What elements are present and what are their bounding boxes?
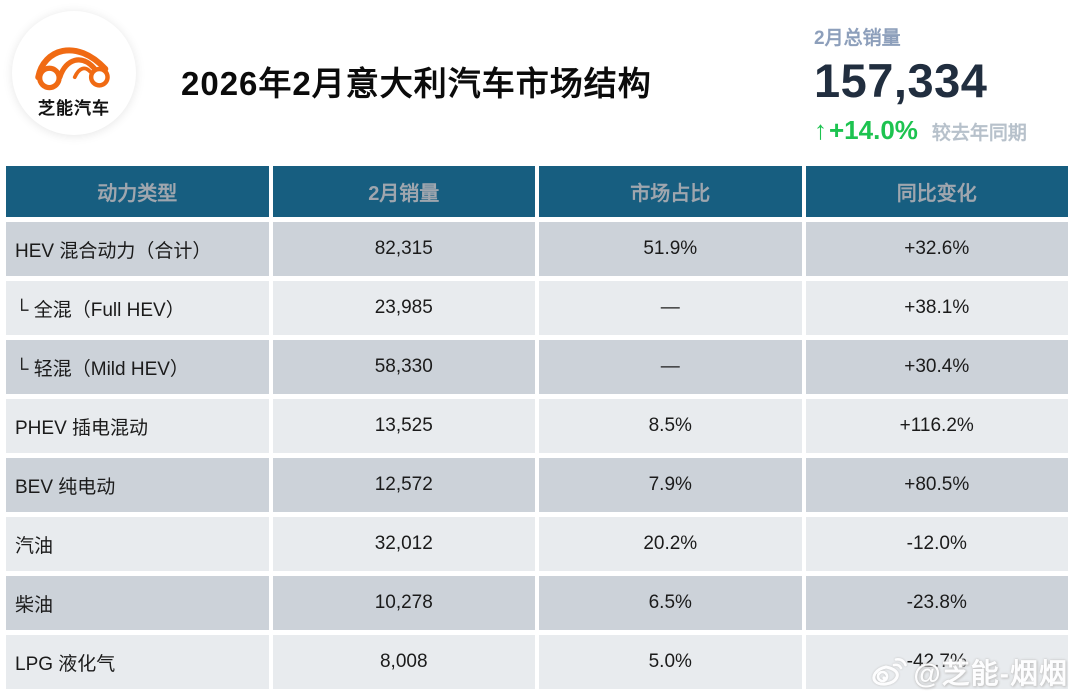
cell-yoy-change: -12.0% bbox=[805, 517, 1068, 571]
powertrain-table: 动力类型 2月销量 市场占比 同比变化 HEV 混合动力（合计） 82,315 51… bbox=[2, 161, 1072, 694]
cell-powertrain-type: 柴油 bbox=[6, 576, 269, 630]
cell-feb-sales: 58,330 bbox=[272, 340, 535, 394]
cell-powertrain-type: HEV 混合动力（合计） bbox=[6, 222, 269, 276]
cell-feb-sales: 13,525 bbox=[272, 399, 535, 453]
cell-market-share: 5.0% bbox=[539, 635, 802, 689]
table-row: LPG 液化气 8,008 5.0% -42.7% bbox=[6, 635, 1068, 689]
col-header-feb-sales: 2月销量 bbox=[272, 166, 535, 217]
cell-powertrain-type: BEV 纯电动 bbox=[6, 458, 269, 512]
cell-powertrain-type: └ 轻混（Mild HEV） bbox=[6, 340, 269, 394]
cell-yoy-change: +116.2% bbox=[805, 399, 1068, 453]
cell-market-share: 20.2% bbox=[539, 517, 802, 571]
col-header-powertrain-type: 动力类型 bbox=[6, 166, 269, 217]
cell-market-share: 7.9% bbox=[539, 458, 802, 512]
cell-yoy-change: +30.4% bbox=[805, 340, 1068, 394]
page-title: 2026年2月意大利汽车市场结构 bbox=[181, 65, 652, 102]
watermark: @芝能-烟烟 bbox=[869, 652, 1068, 692]
cell-powertrain-type: 汽油 bbox=[6, 517, 269, 571]
cell-yoy-change: -23.8% bbox=[805, 576, 1068, 630]
cell-market-share: — bbox=[539, 340, 802, 394]
table-row: └ 全混（Full HEV） 23,985— +38.1% bbox=[6, 281, 1068, 335]
cell-yoy-change: +80.5% bbox=[805, 458, 1068, 512]
cell-feb-sales: 32,012 bbox=[272, 517, 535, 571]
zhineng-logo: 芝能汽车 bbox=[12, 11, 136, 135]
cell-market-share: — bbox=[539, 281, 802, 335]
cell-yoy-change: -42.7% bbox=[805, 635, 1068, 689]
yoy-delta: ↑+14.0% bbox=[814, 115, 918, 146]
cell-market-share: 6.5% bbox=[539, 576, 802, 630]
total-sales-stat: 2月总销量 157,334 ↑+14.0% 较去年同期 bbox=[814, 23, 1027, 146]
up-arrow-icon: ↑ bbox=[814, 115, 827, 146]
table-row: HEV 混合动力（合计） 82,315 51.9% +32.6% bbox=[6, 222, 1068, 276]
table-row: BEV 纯电动 12,572 7.9% +80.5% bbox=[6, 458, 1068, 512]
delta-value: +14.0% bbox=[829, 115, 918, 146]
weibo-icon bbox=[872, 658, 908, 686]
cell-feb-sales: 10,278 bbox=[272, 576, 535, 630]
cell-feb-sales: 8,008 bbox=[272, 635, 535, 689]
car-logo-icon bbox=[35, 46, 110, 90]
col-header-yoy-change: 同比变化 bbox=[805, 166, 1068, 217]
cell-feb-sales: 23,985 bbox=[272, 281, 535, 335]
table-header: 动力类型 2月销量 市场占比 同比变化 bbox=[6, 166, 1068, 217]
cell-yoy-change: +32.6% bbox=[805, 222, 1068, 276]
cell-feb-sales: 12,572 bbox=[272, 458, 535, 512]
cell-powertrain-type: LPG 液化气 bbox=[6, 635, 269, 689]
stat-delta-row: ↑+14.0% 较去年同期 bbox=[814, 115, 1027, 146]
cell-yoy-change: +38.1% bbox=[805, 281, 1068, 335]
table-row: └ 轻混（Mild HEV） 58,330— +30.4% bbox=[6, 340, 1068, 394]
cell-market-share: 8.5% bbox=[539, 399, 802, 453]
col-header-market-share: 市场占比 bbox=[539, 166, 802, 217]
cell-market-share: 51.9% bbox=[539, 222, 802, 276]
cell-feb-sales: 82,315 bbox=[272, 222, 535, 276]
table-row: PHEV 插电混动 13,525 8.5% +116.2% bbox=[6, 399, 1068, 453]
table-body: HEV 混合动力（合计） 82,315 51.9% +32.6% └ 全混（Full H… bbox=[6, 222, 1068, 689]
cell-powertrain-type: └ 全混（Full HEV） bbox=[6, 281, 269, 335]
delta-note: 较去年同期 bbox=[931, 123, 1027, 145]
table-row: 柴油 10,278 6.5% -23.8% bbox=[6, 576, 1068, 630]
header-row: 动力类型 2月销量 市场占比 同比变化 bbox=[6, 166, 1068, 217]
logo-text: 芝能汽车 bbox=[38, 98, 110, 118]
watermark-text: @芝能-烟烟 bbox=[913, 658, 1068, 689]
table-row: 汽油 32,012 20.2% -12.0% bbox=[6, 517, 1068, 571]
stat-label: 2月总销量 bbox=[814, 28, 901, 49]
stat-value: 157,334 bbox=[814, 54, 988, 107]
cell-powertrain-type: PHEV 插电混动 bbox=[6, 399, 269, 453]
